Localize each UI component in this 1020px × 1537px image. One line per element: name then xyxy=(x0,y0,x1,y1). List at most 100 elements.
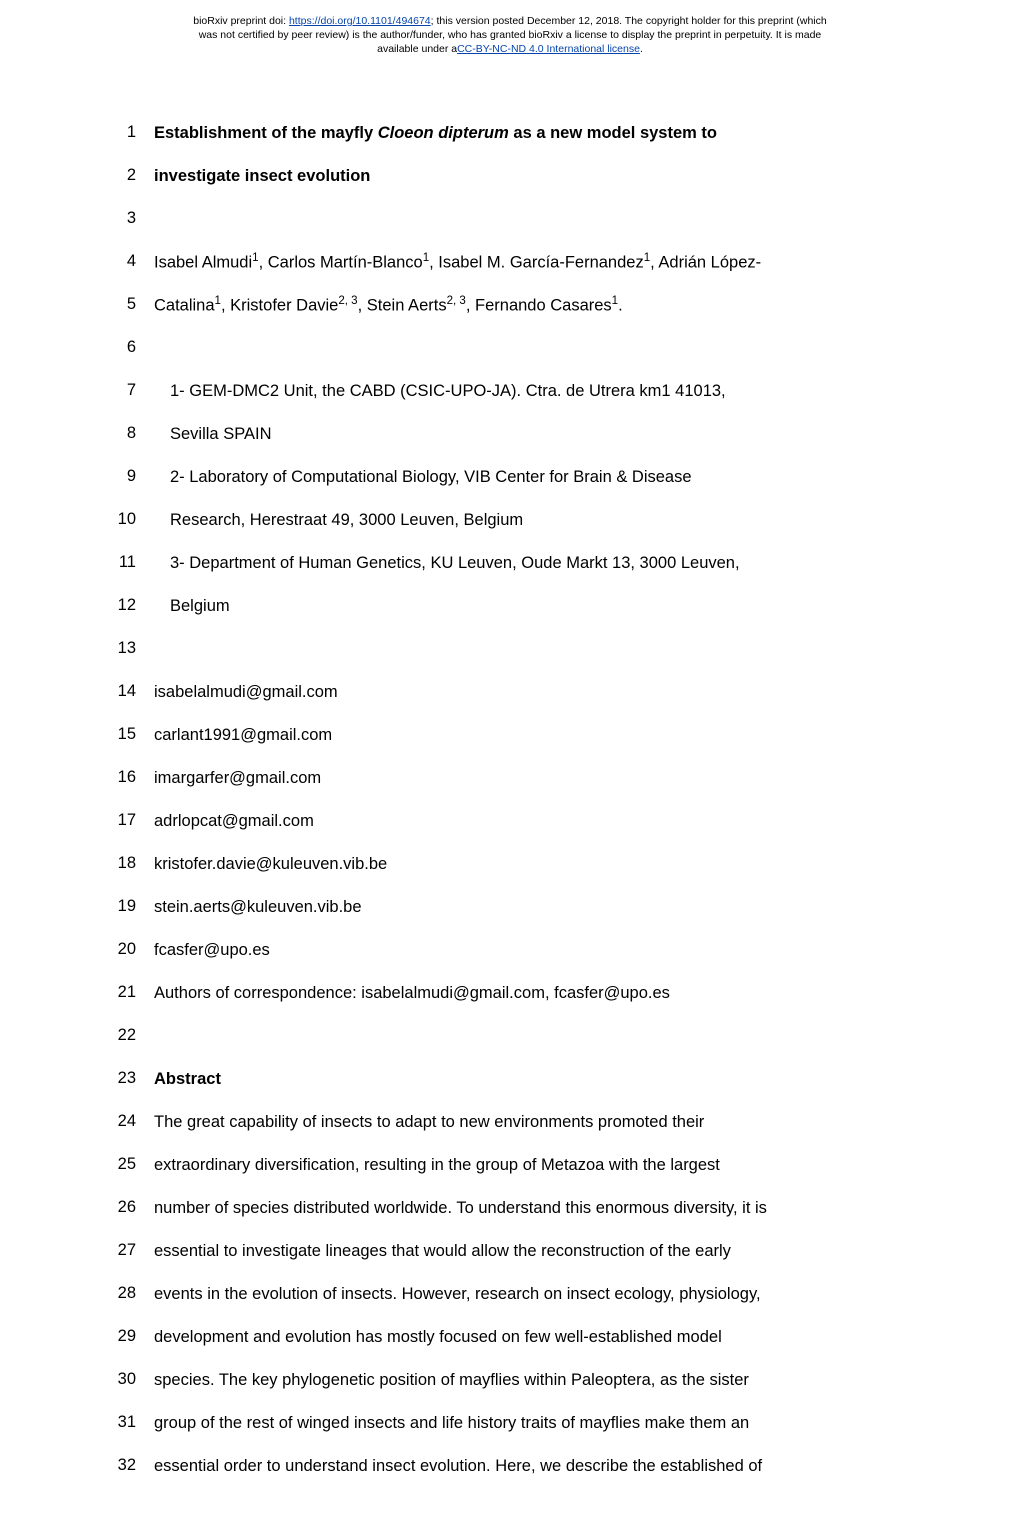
line-number: 20 xyxy=(110,938,154,959)
line-text: adrlopcat@gmail.com xyxy=(154,809,910,834)
line-text: fcasfer@upo.es xyxy=(154,938,910,963)
manuscript-line: 13 xyxy=(110,637,910,680)
line-text: stein.aerts@kuleuven.vib.be xyxy=(154,895,910,920)
manuscript-body: 1Establishment of the mayfly Cloeon dipt… xyxy=(0,61,1020,1537)
line-number: 17 xyxy=(110,809,154,830)
line-text: Sevilla SPAIN xyxy=(154,422,910,447)
line-number: 26 xyxy=(110,1196,154,1217)
manuscript-line: 19stein.aerts@kuleuven.vib.be xyxy=(110,895,910,938)
line-number: 13 xyxy=(110,637,154,658)
line-number: 32 xyxy=(110,1454,154,1475)
manuscript-line: 27essential to investigate lineages that… xyxy=(110,1239,910,1282)
preprint-watermark: bioRxiv preprint doi: https://doi.org/10… xyxy=(0,0,1020,61)
header-text: ; this version posted December 12, 2018.… xyxy=(431,15,827,27)
line-text: investigate insect evolution xyxy=(154,164,910,189)
license-link[interactable]: CC-BY-NC-ND 4.0 International license xyxy=(457,43,640,55)
line-number: 27 xyxy=(110,1239,154,1260)
line-number: 19 xyxy=(110,895,154,916)
line-text: development and evolution has mostly foc… xyxy=(154,1325,910,1350)
line-number: 9 xyxy=(110,465,154,486)
manuscript-line: 1Establishment of the mayfly Cloeon dipt… xyxy=(110,121,910,164)
manuscript-line: 20fcasfer@upo.es xyxy=(110,938,910,981)
manuscript-line: 16imargarfer@gmail.com xyxy=(110,766,910,809)
line-text xyxy=(154,637,910,662)
line-text: Catalina1, Kristofer Davie2, 3, Stein Ae… xyxy=(154,293,910,318)
line-number: 14 xyxy=(110,680,154,701)
manuscript-line: 14isabelalmudi@gmail.com xyxy=(110,680,910,723)
manuscript-line: 29development and evolution has mostly f… xyxy=(110,1325,910,1368)
line-number: 16 xyxy=(110,766,154,787)
manuscript-line: 8 Sevilla SPAIN xyxy=(110,422,910,465)
manuscript-line: 113- Department of Human Genetics, KU Le… xyxy=(110,551,910,594)
manuscript-line: 32essential order to understand insect e… xyxy=(110,1454,910,1497)
manuscript-line: 24The great capability of insects to ada… xyxy=(110,1110,910,1153)
manuscript-line: 17adrlopcat@gmail.com xyxy=(110,809,910,852)
manuscript-line: 28events in the evolution of insects. Ho… xyxy=(110,1282,910,1325)
line-number: 29 xyxy=(110,1325,154,1346)
manuscript-line: 10 Research, Herestraat 49, 3000 Leuven,… xyxy=(110,508,910,551)
line-text: kristofer.davie@kuleuven.vib.be xyxy=(154,852,910,877)
line-number: 1 xyxy=(110,121,154,142)
line-text: Isabel Almudi1, Carlos Martín-Blanco1, I… xyxy=(154,250,910,275)
line-number: 30 xyxy=(110,1368,154,1389)
line-number: 3 xyxy=(110,207,154,228)
line-number: 8 xyxy=(110,422,154,443)
line-number: 31 xyxy=(110,1411,154,1432)
header-text: bioRxiv preprint doi: xyxy=(193,15,289,27)
line-number: 15 xyxy=(110,723,154,744)
line-text: 2- Laboratory of Computational Biology, … xyxy=(154,465,910,490)
manuscript-line: 15carlant1991@gmail.com xyxy=(110,723,910,766)
manuscript-line: 30species. The key phylogenetic position… xyxy=(110,1368,910,1411)
line-number: 10 xyxy=(110,508,154,529)
line-text xyxy=(154,1024,910,1049)
manuscript-line: 4Isabel Almudi1, Carlos Martín-Blanco1, … xyxy=(110,250,910,293)
line-number: 5 xyxy=(110,293,154,314)
line-number: 11 xyxy=(110,551,154,572)
line-text: Establishment of the mayfly Cloeon dipte… xyxy=(154,121,910,146)
header-text: . xyxy=(640,43,643,55)
manuscript-line: 18kristofer.davie@kuleuven.vib.be xyxy=(110,852,910,895)
manuscript-line: 6 xyxy=(110,336,910,379)
line-text xyxy=(154,336,910,361)
line-number: 21 xyxy=(110,981,154,1002)
line-text: species. The key phylogenetic position o… xyxy=(154,1368,910,1393)
line-number: 6 xyxy=(110,336,154,357)
line-number: 28 xyxy=(110,1282,154,1303)
manuscript-line: 23Abstract xyxy=(110,1067,910,1110)
line-text: essential order to understand insect evo… xyxy=(154,1454,910,1479)
line-text: 1- GEM-DMC2 Unit, the CABD (CSIC-UPO-JA)… xyxy=(154,379,910,404)
line-text: events in the evolution of insects. Howe… xyxy=(154,1282,910,1307)
line-text: group of the rest of winged insects and … xyxy=(154,1411,910,1436)
line-text: imargarfer@gmail.com xyxy=(154,766,910,791)
line-text: Authors of correspondence: isabelalmudi@… xyxy=(154,981,910,1006)
line-number: 25 xyxy=(110,1153,154,1174)
manuscript-line: 12 Belgium xyxy=(110,594,910,637)
manuscript-line: 2investigate insect evolution xyxy=(110,164,910,207)
line-text: Research, Herestraat 49, 3000 Leuven, Be… xyxy=(154,508,910,533)
line-number: 18 xyxy=(110,852,154,873)
doi-link[interactable]: https://doi.org/10.1101/494674 xyxy=(289,15,431,27)
manuscript-line: 71- GEM-DMC2 Unit, the CABD (CSIC-UPO-JA… xyxy=(110,379,910,422)
line-number: 7 xyxy=(110,379,154,400)
line-text: Abstract xyxy=(154,1067,910,1092)
line-text: isabelalmudi@gmail.com xyxy=(154,680,910,705)
line-text: Belgium xyxy=(154,594,910,619)
line-number: 23 xyxy=(110,1067,154,1088)
manuscript-line: 21Authors of correspondence: isabelalmud… xyxy=(110,981,910,1024)
line-number: 24 xyxy=(110,1110,154,1131)
line-number: 12 xyxy=(110,594,154,615)
manuscript-line: 25extraordinary diversification, resulti… xyxy=(110,1153,910,1196)
header-text: was not certified by peer review) is the… xyxy=(199,29,822,41)
header-text: available under a xyxy=(377,43,457,55)
manuscript-line: 3 xyxy=(110,207,910,250)
line-text: number of species distributed worldwide.… xyxy=(154,1196,910,1221)
manuscript-line: 22 xyxy=(110,1024,910,1067)
manuscript-line: 5Catalina1, Kristofer Davie2, 3, Stein A… xyxy=(110,293,910,336)
line-text: extraordinary diversification, resulting… xyxy=(154,1153,910,1178)
manuscript-line: 26number of species distributed worldwid… xyxy=(110,1196,910,1239)
line-number: 2 xyxy=(110,164,154,185)
line-text: The great capability of insects to adapt… xyxy=(154,1110,910,1135)
line-text: essential to investigate lineages that w… xyxy=(154,1239,910,1264)
line-number: 22 xyxy=(110,1024,154,1045)
line-text xyxy=(154,207,910,232)
